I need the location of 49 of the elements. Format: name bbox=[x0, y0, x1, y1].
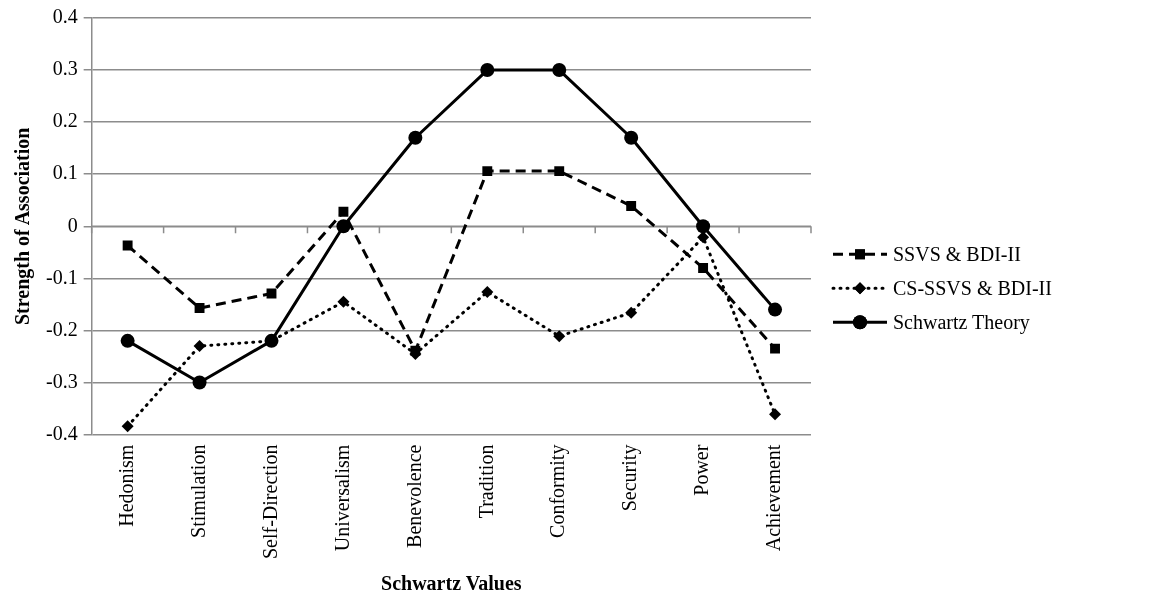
y-tick-label: -0.3 bbox=[45, 369, 78, 392]
point bbox=[337, 295, 350, 308]
legend-label: SSVS & BDI-II bbox=[893, 242, 1021, 265]
x-tick-label: Benevolence bbox=[402, 444, 425, 548]
point bbox=[698, 263, 709, 273]
y-tick-label: -0.4 bbox=[45, 421, 78, 444]
point bbox=[480, 63, 495, 78]
point bbox=[770, 343, 780, 354]
point bbox=[482, 166, 493, 177]
x-tick-label: Hedonism bbox=[114, 444, 137, 527]
y-tick-label: 0.2 bbox=[52, 109, 78, 132]
y-tick-label: 0.4 bbox=[52, 5, 78, 28]
x-tick-label: Conformity bbox=[546, 444, 570, 538]
x-tick-label: Tradition bbox=[474, 444, 497, 519]
x-tick-label: Power bbox=[690, 444, 713, 496]
x-tick-label: Universalism bbox=[330, 444, 353, 552]
x-tick-label: Stimulation bbox=[186, 444, 209, 538]
point bbox=[408, 130, 423, 145]
y-tick-label: 0.1 bbox=[52, 161, 78, 184]
point bbox=[122, 240, 133, 251]
point bbox=[768, 302, 783, 317]
y-tick-label: -0.1 bbox=[45, 265, 78, 288]
point bbox=[336, 219, 351, 234]
point bbox=[194, 303, 205, 314]
point bbox=[696, 219, 711, 234]
point bbox=[410, 345, 421, 356]
point bbox=[552, 63, 567, 78]
point bbox=[120, 333, 135, 348]
legend-label: CS-SSVS & BDI-II bbox=[893, 276, 1052, 299]
x-tick-label: Security bbox=[618, 444, 642, 512]
point bbox=[338, 206, 349, 217]
x-tick-label: Self-Direction bbox=[258, 444, 281, 559]
point bbox=[192, 375, 207, 390]
point bbox=[121, 420, 134, 433]
point bbox=[553, 330, 566, 343]
point bbox=[769, 408, 782, 421]
point bbox=[554, 166, 565, 177]
y-axis-title: Strength of Association bbox=[11, 127, 35, 326]
legend-label: Schwartz Theory bbox=[893, 310, 1030, 334]
point bbox=[481, 285, 494, 298]
point bbox=[626, 201, 637, 211]
point bbox=[193, 340, 206, 353]
y-tick-label: 0 bbox=[67, 213, 78, 236]
point bbox=[624, 130, 639, 145]
y-tick-label: -0.2 bbox=[45, 317, 78, 340]
x-axis-title: Schwartz Values bbox=[381, 572, 522, 595]
point bbox=[625, 306, 638, 319]
y-tick-label: 0.3 bbox=[52, 57, 78, 80]
x-tick-label: Achievement bbox=[762, 444, 785, 552]
